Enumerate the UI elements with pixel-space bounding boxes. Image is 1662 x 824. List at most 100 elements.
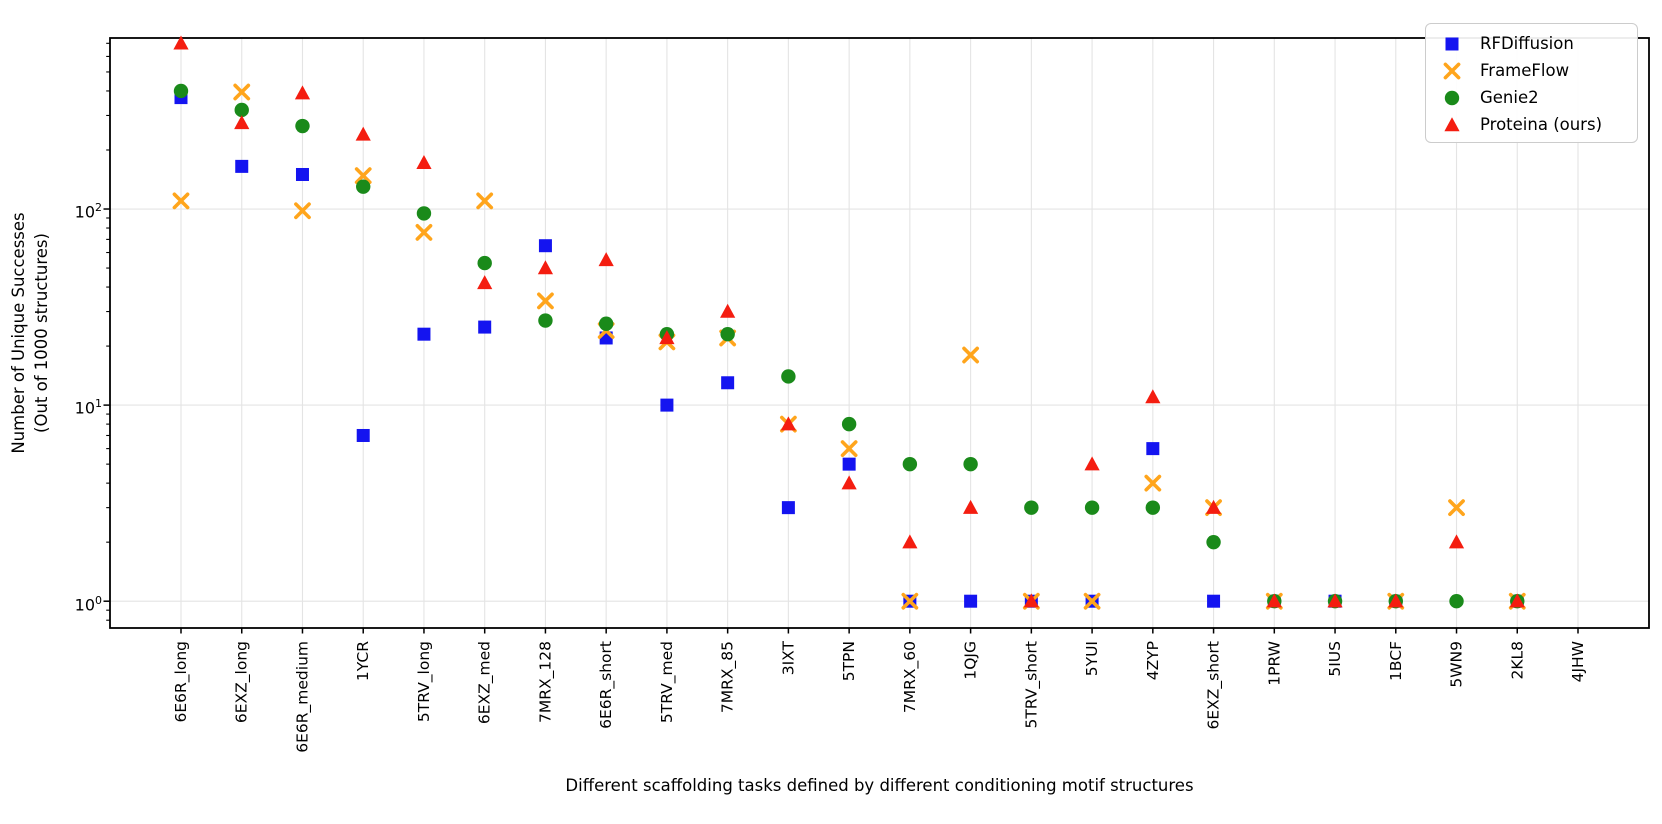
x-tick-label: 6E6R_medium (293, 641, 312, 753)
legend-square-icon (1445, 37, 1459, 50)
marker-RFDiffusion-6EXZ_long (235, 159, 249, 173)
marker-Genie2-5TRV_long (416, 206, 432, 221)
x-marker-icon (1443, 62, 1461, 79)
marker-RFDiffusion-7MRX_85 (721, 376, 735, 390)
marker-Genie2-1YCR (356, 179, 371, 194)
marker-FrameFlow-6EXZ_long (233, 83, 251, 101)
marker-Proteina-ours--6EXZ_short (1205, 499, 1222, 514)
legend-label: Genie2 (1480, 88, 1539, 107)
circle-marker-icon (1444, 90, 1460, 105)
y-axis-label-line1: Number of Unique Successes (9, 212, 28, 454)
x-tick-label: 1QJG (962, 641, 980, 680)
marker-Proteina-ours--2KL8 (1509, 593, 1525, 608)
marker-Genie2-7MRX_85 (720, 326, 735, 342)
marker-Proteina-ours--5TRV_med (659, 330, 675, 345)
legend-label: Proteina (ours) (1480, 115, 1603, 134)
marker-FrameFlow-7MRX_128 (537, 292, 554, 310)
legend-item-RFDiffusion: RFDiffusion (1426, 30, 1637, 57)
marker-Proteina-ours--1BCF (1388, 593, 1404, 608)
y-axis-label-line2: (Out of 1000 structures) (32, 233, 51, 433)
marker-Genie2-4ZYP (1145, 500, 1161, 515)
x-tick-label: 5IUS (1326, 641, 1344, 677)
marker-RFDiffusion-5TRV_long (417, 327, 431, 341)
marker-Proteina-ours--5TPN (841, 475, 857, 490)
marker-RFDiffusion-6EXZ_med (478, 320, 492, 334)
legend-x-icon (1443, 62, 1461, 79)
marker-Genie2-6EXZ_long (234, 102, 249, 118)
marker-Proteina-ours--5YUI (1084, 456, 1100, 471)
marker-Proteina-ours--5WN9 (1448, 534, 1465, 549)
marker-Proteina-ours--1PRW (1266, 593, 1282, 608)
marker-FrameFlow-6E6R_long (172, 192, 190, 210)
legend-circle-icon (1444, 90, 1460, 105)
x-tick-label: 6E6R_short (597, 641, 616, 729)
marker-RFDiffusion-3IXT (781, 501, 795, 515)
marker-Genie2-7MRX_60 (902, 456, 918, 472)
marker-Proteina-ours--1YCR (355, 126, 371, 141)
marker-Genie2-5YUI (1084, 500, 1100, 515)
x-tick-label: 5TPN (840, 641, 858, 681)
marker-Genie2-5TPN (841, 416, 857, 432)
x-tick-label: 1YCR (354, 641, 372, 681)
marker-RFDiffusion-4ZYP (1146, 442, 1160, 456)
marker-FrameFlow-5YUI (1083, 592, 1101, 610)
marker-RFDiffusion-6E6R_medium (295, 167, 309, 181)
x-tick-label: 4JHW (1569, 641, 1587, 682)
x-tick-label: 5TRV_short (1022, 641, 1041, 728)
marker-RFDiffusion-6EXZ_short (1207, 594, 1221, 608)
legend-label: FrameFlow (1480, 61, 1570, 80)
triangle-marker-icon (1444, 116, 1460, 131)
y-tick-label-1: 100 (74, 594, 102, 615)
x-tick-label: 7MRX_60 (901, 641, 920, 713)
marker-FrameFlow-5WN9 (1448, 499, 1465, 517)
x-tick-label: 7MRX_85 (719, 641, 738, 713)
legend-item-FrameFlow: FrameFlow (1426, 57, 1637, 84)
x-tick-label: 4ZYP (1144, 641, 1162, 680)
marker-Proteina-ours--1QJG (963, 499, 979, 514)
marker-FrameFlow-4ZYP (1144, 474, 1162, 492)
marker-Genie2-6EXZ_med (477, 255, 492, 271)
legend-item-Genie2: Genie2 (1426, 84, 1637, 111)
legend-label: RFDiffusion (1480, 34, 1574, 53)
legend-triangle-icon (1444, 116, 1460, 131)
marker-Proteina-ours--7MRX_85 (720, 303, 736, 318)
square-marker-icon (1445, 37, 1459, 50)
marker-FrameFlow-1YCR (354, 167, 372, 185)
x-tick-label: 1BCF (1387, 641, 1405, 681)
marker-Genie2-1QJG (963, 456, 978, 472)
marker-FrameFlow-1QJG (962, 346, 980, 364)
plot-border (109, 37, 1650, 629)
marker-RFDiffusion-1YCR (356, 428, 370, 442)
x-tick-label: 5TRV_long (415, 641, 434, 722)
x-tick-label: 1PRW (1265, 641, 1283, 686)
marker-Genie2-5WN9 (1449, 593, 1464, 609)
marker-FrameFlow-5TRV_long (415, 223, 433, 241)
marker-FrameFlow-5TPN (840, 440, 858, 458)
x-tick-label: 5YUI (1083, 641, 1101, 676)
marker-Genie2-5TRV_short (1024, 500, 1039, 515)
y-tick-label-100: 102 (74, 201, 102, 222)
marker-Proteina-ours--5TRV_long (416, 155, 432, 170)
marker-Proteina-ours--7MRX_60 (902, 534, 918, 549)
marker-RFDiffusion-5TRV_med (660, 398, 674, 412)
marker-RFDiffusion-7MRX_128 (538, 239, 552, 253)
marker-Genie2-6EXZ_short (1206, 534, 1221, 550)
marker-Genie2-7MRX_128 (538, 313, 553, 328)
x-tick-label: 7MRX_128 (536, 641, 555, 723)
marker-RFDiffusion-5TPN (842, 457, 856, 471)
marker-Proteina-ours--7MRX_128 (537, 260, 554, 275)
marker-Genie2-6E6R_medium (295, 118, 310, 134)
marker-Proteina-ours--5IUS (1327, 593, 1343, 608)
marker-Proteina-ours--5TRV_short (1023, 593, 1039, 608)
legend: RFDiffusion FrameFlow Genie2 Proteina (ours… (1425, 23, 1638, 143)
x-tick-label: 6EXZ_med (476, 641, 495, 724)
x-tick-label: 3IXT (779, 640, 797, 675)
marker-Genie2-3IXT (781, 369, 796, 384)
x-tick-label: 5TRV_med (658, 641, 677, 723)
marker-Proteina-ours--6EXZ_med (477, 275, 493, 290)
marker-Proteina-ours--6E6R_long (173, 35, 189, 50)
marker-FrameFlow-6EXZ_med (476, 192, 494, 210)
marker-FrameFlow-6E6R_medium (294, 202, 311, 220)
